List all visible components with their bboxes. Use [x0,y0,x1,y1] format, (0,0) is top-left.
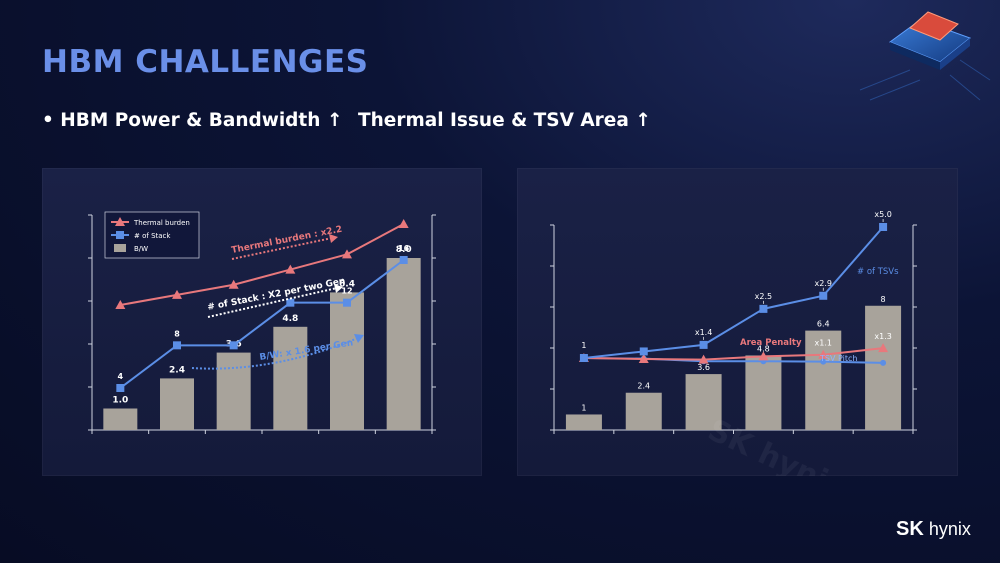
right-area-point [758,351,769,361]
annotation-stack: # of Stack : X2 per two Gen [207,276,347,313]
left-thermal-point [172,289,182,299]
sk-hynix-logo: SK hynix [896,518,971,541]
right-tsv-label: x2.5 [755,292,772,301]
right-area-point [878,343,889,353]
bullet-power-bandwidth: • HBM Power & Bandwidth ↑ [42,110,343,131]
legend-bw-swatch [114,244,126,252]
right-area-point [638,353,649,363]
left-stack-point [286,298,295,307]
right-area-name: Area Penalty [740,338,802,348]
right-tsv-label: x2.9 [815,279,832,288]
left-thermal-point [398,219,409,228]
left-bar-label: 8.0 [396,245,412,255]
right-bar [865,305,902,430]
left-bar-label: 2.4 [169,365,185,375]
right-tsv-point [639,347,648,356]
slide-title: HBM CHALLENGES [42,44,369,80]
left-stack-point [229,341,238,350]
logo-hynix: hynix [928,519,971,539]
right-bar-label: 4.8 [757,344,770,353]
legend-thermal-label: Thermal burden [133,219,190,227]
right-area-label: x1.1 [815,339,832,348]
annotation-thermal-arrow [231,237,333,260]
hbm-chip-image [850,0,1000,110]
right-tsv-point [579,354,588,362]
right-bar [685,374,722,430]
right-bar-label: 3.6 [697,363,710,372]
legend-stack-marker [116,231,124,239]
right-area-label: x1.3 [874,332,891,341]
left-stack-point [399,256,408,264]
left-bar [103,408,138,430]
left-stack-label: 12 [341,287,352,296]
legend-stack-label: # of Stack [134,232,171,240]
right-bar-label: 1 [581,403,586,412]
left-thermal-point [342,249,352,259]
right-pitch-name: TSV Pitch [819,354,857,363]
left-bar [160,378,194,430]
right-bar [625,392,662,430]
left-bar [216,352,251,430]
right-bar-label: 6.4 [817,320,830,329]
left-stack-label: 16 [398,244,410,253]
legend-thermal-marker [115,217,125,226]
right-area-point [818,349,829,359]
left-bar-label: 6.4 [339,279,355,289]
right-chart-panel: 1 2.4 3.6 4.8 6.4 8 x1.1 x1.3 1 x1.4 x2.5 x2.9 x5.0 #… [517,168,958,476]
right-bar-label: 2.4 [637,382,650,391]
right-bar [805,330,842,430]
right-bar [565,414,602,430]
right-area-line [583,347,884,361]
left-thermal-point [115,300,126,309]
right-tsv-line [583,226,884,359]
left-bar [273,326,308,430]
annotation-bw-arrowhead [354,334,364,343]
right-chart: 1 2.4 3.6 4.8 6.4 8 x1.1 x1.3 1 x1.4 x2.5 x2.9 x5.0 #… [550,210,917,476]
left-stack-label: 8 [174,329,180,338]
left-bar [386,258,421,430]
left-thermal-point [228,279,239,289]
left-stack-point [116,384,125,392]
left-thermal-point [285,264,296,274]
right-bar [745,355,782,430]
right-tsv-point [759,304,768,313]
right-tsv-point [819,291,828,300]
right-bar-label: 8 [881,295,886,304]
left-thermal-line [120,223,405,306]
annotation-bw-arrow [191,337,359,370]
right-tsv-point [699,340,708,349]
annotation-thermal: Thermal burden : x2.2 [231,225,343,256]
right-pitch-point [820,358,827,365]
left-bar-label: 1.0 [112,396,128,406]
annotation-stack-arrowhead [334,284,343,293]
left-stack-point [343,298,351,307]
left-bar-label: 4.8 [282,314,298,324]
legend-bw-label: B/W [134,245,148,253]
logo-sk: SK [896,518,924,540]
left-stack-point [173,341,181,350]
left-bar [330,292,364,430]
annotation-thermal-arrowhead [329,234,338,243]
left-stack-label: 4 [118,372,124,381]
bullet-thermal-tsv: Thermal Issue & TSV Area ↑ [358,110,651,131]
right-tsv-point [879,223,888,231]
right-area-point [698,354,709,364]
right-tsv-label: 1 [581,341,586,350]
right-pitch-point [880,359,887,366]
right-tsv-name: # of TSVs [857,267,899,277]
right-tsv-label: x1.4 [695,328,712,337]
right-tsv-label: x5.0 [874,210,891,219]
left-stack-line [119,259,405,389]
